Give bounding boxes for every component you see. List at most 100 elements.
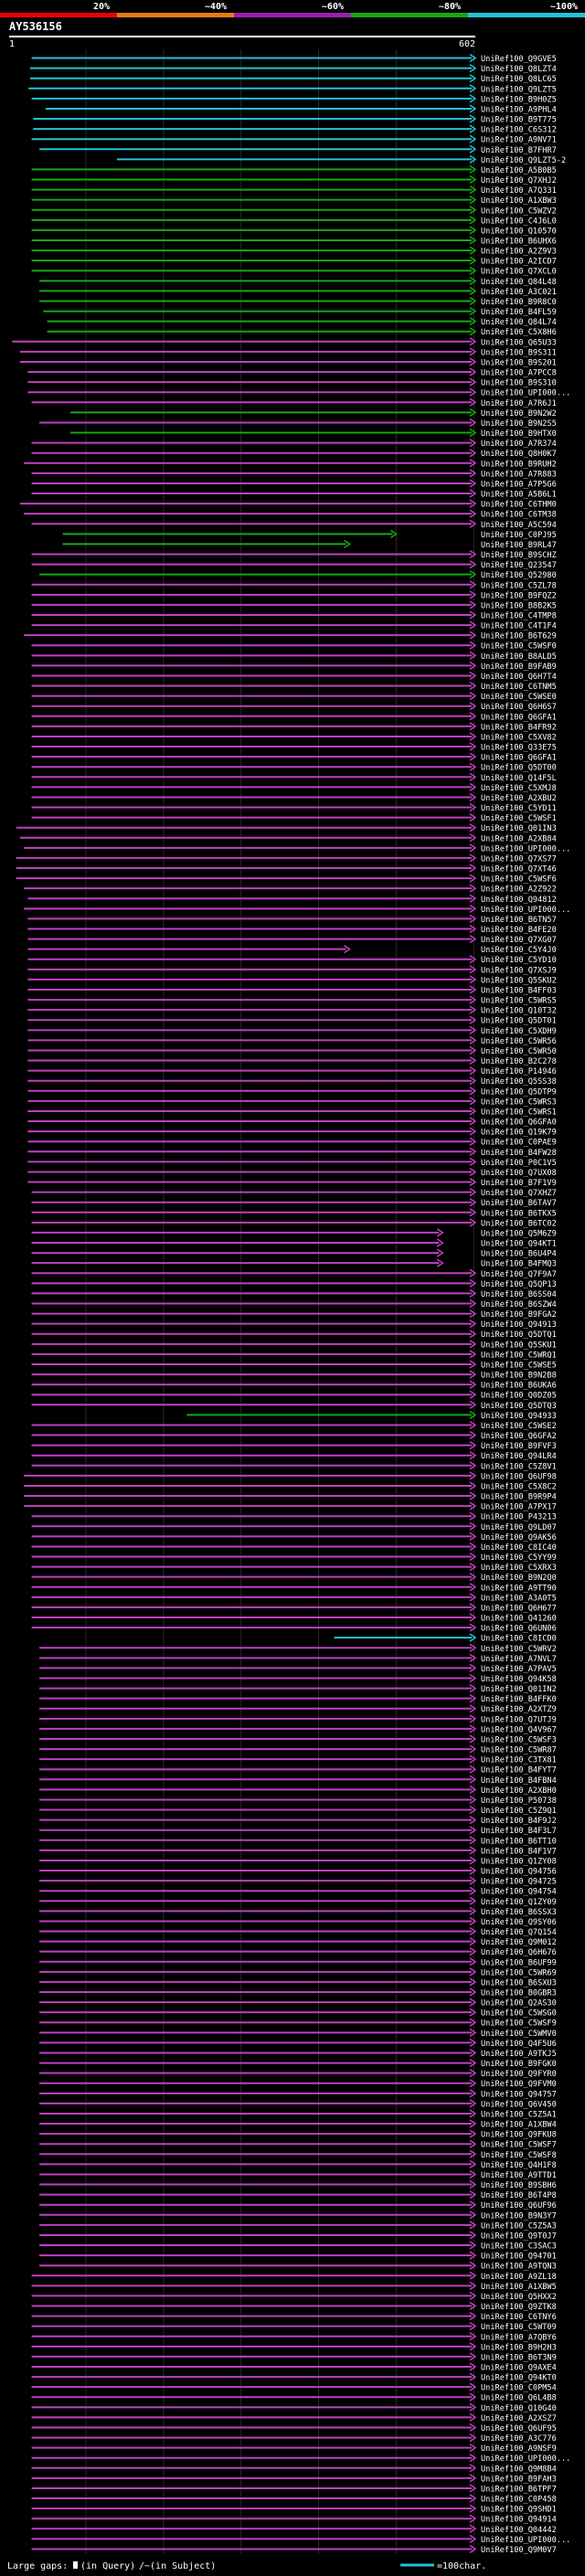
hit-label[interactable]: UniRef100_C5WZV2: [481, 207, 557, 216]
hit-label[interactable]: UniRef100_C5WSE2: [481, 1422, 557, 1431]
hit-label[interactable]: UniRef100_Q7UX08: [481, 1169, 557, 1178]
hit-label[interactable]: UniRef100_C5WSF7: [481, 2141, 557, 2150]
hit-label[interactable]: UniRef100_Q7XCL0: [481, 268, 557, 277]
hit-label[interactable]: UniRef100_C5WSF6: [481, 875, 557, 885]
hit-label[interactable]: UniRef100_A7NVL7: [481, 1655, 557, 1664]
hit-label[interactable]: UniRef100_B4FR92: [481, 723, 557, 732]
hit-label[interactable]: UniRef100_Q52980: [481, 571, 557, 580]
hit-label[interactable]: UniRef100_A5B0B5: [481, 166, 557, 175]
hit-label[interactable]: UniRef100_C5XV82: [481, 733, 557, 742]
hit-label[interactable]: UniRef100_Q9FYR0: [481, 2070, 557, 2079]
hit-label[interactable]: UniRef100_B2C278: [481, 1057, 557, 1066]
hit-label[interactable]: UniRef100_B6UKA6: [481, 1382, 557, 1391]
hit-label[interactable]: UniRef100_B6U4P4: [481, 1250, 557, 1259]
hit-label[interactable]: UniRef100_C5X8C2: [481, 1482, 557, 1491]
hit-label[interactable]: UniRef100_UPI000...: [481, 389, 570, 398]
hit-label[interactable]: UniRef100_Q6H676: [481, 1948, 557, 1957]
hit-label[interactable]: UniRef100_Q5SKU2: [481, 976, 557, 985]
hit-label[interactable]: UniRef100_A1XBW5: [481, 2283, 557, 2292]
hit-label[interactable]: UniRef100_B9FGA2: [481, 1310, 557, 1320]
hit-label[interactable]: UniRef100_Q9SHD1: [481, 2506, 557, 2515]
hit-label[interactable]: UniRef100_Q5DTQ3: [481, 1402, 557, 1411]
hit-label[interactable]: UniRef100_Q9M8B4: [481, 2465, 557, 2474]
hit-label[interactable]: UniRef100_B9N2S5: [481, 419, 557, 429]
hit-label[interactable]: UniRef100_B4FF03: [481, 986, 557, 995]
hit-label[interactable]: UniRef100_C5WSF1: [481, 814, 557, 823]
hit-label[interactable]: UniRef100_UPI000...: [481, 844, 570, 853]
hit-label[interactable]: UniRef100_B9R9P4: [481, 1493, 557, 1502]
hit-label[interactable]: UniRef100_B9H0Z5: [481, 95, 557, 104]
hit-label[interactable]: UniRef100_B6TC02: [481, 1219, 557, 1228]
hit-label[interactable]: UniRef100_Q7Q154: [481, 1928, 557, 1937]
hit-label[interactable]: UniRef100_A7PX17: [481, 1503, 557, 1512]
hit-label[interactable]: UniRef100_Q5DT00: [481, 764, 557, 773]
hit-label[interactable]: UniRef100_B9S311: [481, 348, 557, 357]
hit-label[interactable]: UniRef100_Q8LC65: [481, 75, 557, 84]
hit-label[interactable]: UniRef100_C5WSG0: [481, 2009, 557, 2019]
hit-label[interactable]: UniRef100_A1XBW3: [481, 196, 557, 206]
hit-label[interactable]: UniRef100_Q6UF98: [481, 1472, 557, 1481]
hit-label[interactable]: UniRef100_B9S310: [481, 379, 557, 388]
hit-label[interactable]: UniRef100_A7PCC8: [481, 369, 557, 378]
hit-label[interactable]: UniRef100_C8IC40: [481, 1543, 557, 1553]
hit-label[interactable]: UniRef100_Q1ZY09: [481, 1898, 557, 1907]
hit-label[interactable]: UniRef100_C5YD11: [481, 804, 557, 813]
hit-label[interactable]: UniRef100_Q5SKU1: [481, 1341, 557, 1350]
hit-label[interactable]: UniRef100_Q7XS77: [481, 854, 557, 864]
hit-label[interactable]: UniRef100_A5B6L1: [481, 491, 557, 500]
hit-label[interactable]: UniRef100_A9PHL4: [481, 105, 557, 114]
hit-label[interactable]: UniRef100_Q10570: [481, 227, 557, 236]
hit-label[interactable]: UniRef100_A5C594: [481, 521, 557, 530]
hit-label[interactable]: UniRef100_C5X8H6: [481, 328, 557, 337]
hit-label[interactable]: UniRef100_B9N3Y7: [481, 2211, 557, 2221]
hit-label[interactable]: UniRef100_Q7F9A7: [481, 1270, 557, 1279]
hit-label[interactable]: UniRef100_B6UF99: [481, 1958, 557, 1967]
hit-label[interactable]: UniRef100_C5WRS3: [481, 1097, 557, 1107]
hit-label[interactable]: UniRef100_Q84L48: [481, 278, 557, 287]
hit-label[interactable]: UniRef100_B4FBN4: [481, 1776, 557, 1786]
hit-label[interactable]: UniRef100_A2XTZ9: [481, 1705, 557, 1714]
hit-label[interactable]: UniRef100_A9NV71: [481, 136, 557, 145]
hit-label[interactable]: UniRef100_B6TAV7: [481, 1199, 557, 1208]
hit-label[interactable]: UniRef100_A7R6J1: [481, 399, 557, 408]
hit-label[interactable]: UniRef100_Q94701: [481, 2253, 557, 2262]
hit-label[interactable]: UniRef100_Q6GFA2: [481, 1432, 557, 1441]
hit-label[interactable]: UniRef100_C5WRQ1: [481, 1351, 557, 1360]
hit-label[interactable]: UniRef100_Q5HXX2: [481, 2293, 557, 2302]
hit-label[interactable]: UniRef100_Q9LD07: [481, 1523, 557, 1532]
hit-label[interactable]: UniRef100_B6SSX3: [481, 1908, 557, 1917]
hit-label[interactable]: UniRef100_Q94754: [481, 1888, 557, 1897]
hit-label[interactable]: UniRef100_B9H2H3: [481, 2343, 557, 2352]
hit-label[interactable]: UniRef100_B6TPF7: [481, 2485, 557, 2494]
hit-label[interactable]: UniRef100_C5WR87: [481, 1746, 557, 1755]
hit-label[interactable]: UniRef100_Q4F5U6: [481, 2040, 557, 2049]
hit-label[interactable]: UniRef100_C5Z8V1: [481, 1462, 557, 1471]
hit-label[interactable]: UniRef100_C5WR50: [481, 1047, 557, 1056]
hit-label[interactable]: UniRef100_Q7UTJ9: [481, 1715, 557, 1724]
hit-label[interactable]: UniRef100_C5Y4J0: [481, 946, 557, 955]
hit-label[interactable]: UniRef100_Q94KT1: [481, 1240, 557, 1249]
hit-label[interactable]: UniRef100_C3TX81: [481, 1756, 557, 1765]
hit-label[interactable]: UniRef100_A7P5G6: [481, 480, 557, 489]
hit-label[interactable]: UniRef100_C6TNM5: [481, 683, 557, 692]
hit-label[interactable]: UniRef100_B6T3N9: [481, 2353, 557, 2362]
hit-label[interactable]: UniRef100_Q1ZY08: [481, 1857, 557, 1866]
hit-label[interactable]: UniRef100_Q5SS38: [481, 1077, 557, 1087]
hit-label[interactable]: UniRef100_Q7XT46: [481, 865, 557, 875]
hit-label[interactable]: UniRef100_Q65U33: [481, 338, 557, 347]
hit-label[interactable]: UniRef100_A3C776: [481, 2434, 557, 2443]
hit-label[interactable]: UniRef100_A3C021: [481, 288, 557, 297]
hit-label[interactable]: UniRef100_Q9M012: [481, 1938, 557, 1947]
hit-label[interactable]: UniRef100_C5Z9Q1: [481, 1807, 557, 1816]
hit-label[interactable]: UniRef100_B6SS04: [481, 1290, 557, 1299]
hit-label[interactable]: UniRef100_C8ICD0: [481, 1635, 557, 1644]
hit-label[interactable]: UniRef100_Q94725: [481, 1878, 557, 1887]
hit-label[interactable]: UniRef100_A2XBU2: [481, 794, 557, 803]
hit-label[interactable]: UniRef100_Q94756: [481, 1868, 557, 1877]
hit-label[interactable]: UniRef100_B0GBR3: [481, 1989, 557, 1998]
hit-label[interactable]: UniRef100_B4FL59: [481, 308, 557, 317]
hit-label[interactable]: UniRef100_Q6GFA1: [481, 754, 557, 763]
hit-label[interactable]: UniRef100_C5WR56: [481, 1037, 557, 1046]
hit-label[interactable]: UniRef100_Q94KT0: [481, 2374, 557, 2383]
hit-label[interactable]: UniRef100_Q14F5L: [481, 774, 557, 783]
